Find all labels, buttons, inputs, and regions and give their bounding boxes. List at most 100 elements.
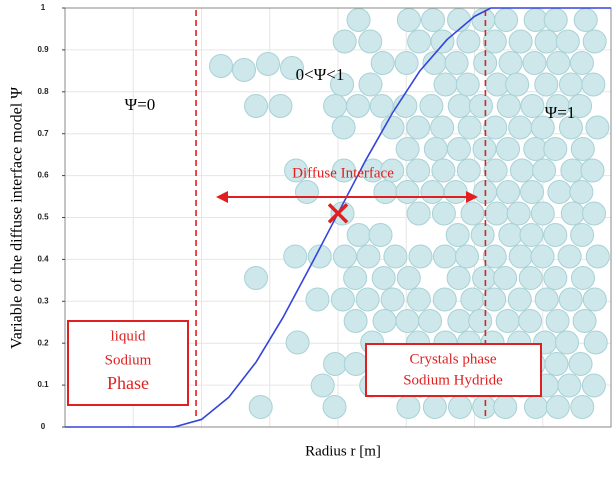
crystal — [496, 94, 521, 118]
crystal — [232, 58, 256, 82]
crystal — [406, 201, 431, 226]
y-tick-label: 0 — [41, 422, 46, 431]
crystal — [508, 244, 533, 269]
crystal — [396, 8, 421, 32]
crystal — [484, 201, 509, 226]
crystal — [482, 244, 507, 269]
crystal — [396, 266, 421, 290]
crystal-box-text: Crystals phase — [409, 351, 496, 367]
crystal — [446, 137, 471, 161]
crystal — [408, 244, 433, 269]
region-label: Ψ=1 — [545, 103, 576, 122]
crystal — [422, 395, 447, 419]
crystal — [395, 180, 420, 204]
crystal — [355, 287, 380, 312]
crystal — [380, 158, 405, 183]
crystal — [330, 201, 355, 226]
marker-stroke — [327, 203, 349, 224]
crystal — [496, 180, 521, 204]
crystal — [432, 287, 457, 312]
y-tick-label: 0.2 — [37, 338, 49, 347]
crystal — [570, 137, 595, 161]
crystal — [420, 180, 445, 204]
crystal — [346, 8, 371, 32]
crystal — [545, 395, 570, 419]
y-tick-label: 0.5 — [37, 213, 49, 222]
crystal — [572, 309, 597, 333]
crystal — [468, 94, 493, 118]
crystal — [582, 29, 607, 54]
crystal — [558, 72, 583, 97]
crystal — [332, 244, 357, 269]
crystal — [496, 137, 521, 161]
crystal — [544, 352, 569, 376]
crystal — [331, 115, 356, 140]
crystal — [555, 29, 580, 54]
crystal — [446, 266, 471, 290]
crystal — [305, 287, 330, 312]
crystal — [343, 309, 368, 333]
crystal — [285, 330, 310, 355]
crystal-box-text: Sodium Hydride — [403, 372, 503, 388]
crystal — [423, 137, 448, 161]
crystal — [430, 29, 455, 54]
crystal — [522, 51, 547, 75]
crystal — [323, 352, 348, 376]
crystal — [460, 201, 485, 226]
crystal — [557, 373, 582, 398]
crystal — [508, 29, 533, 54]
crystal — [443, 180, 468, 204]
crystal — [310, 373, 335, 398]
crystal — [545, 309, 570, 333]
crystal — [568, 352, 593, 376]
crystal — [507, 287, 532, 312]
crystal — [346, 223, 371, 247]
crystal — [534, 287, 559, 312]
crystal — [244, 94, 269, 118]
crystal — [468, 309, 493, 333]
crystal — [369, 94, 394, 118]
crystal — [493, 395, 518, 419]
crystal — [455, 244, 480, 269]
crystal — [394, 51, 419, 75]
crystal — [373, 180, 398, 204]
crystal — [585, 244, 610, 269]
crystal — [547, 180, 572, 204]
crystal — [370, 51, 395, 75]
crystal — [523, 8, 548, 32]
crystal — [244, 266, 269, 290]
crystal — [543, 266, 568, 290]
crystal — [447, 309, 472, 333]
crystal — [581, 72, 606, 97]
crystal — [444, 51, 469, 75]
crystal — [447, 8, 472, 32]
crystal — [322, 395, 347, 419]
crystal — [520, 94, 545, 118]
arrow-head — [216, 191, 228, 203]
crystal — [483, 115, 508, 140]
crystal — [419, 94, 444, 118]
crystal — [460, 287, 485, 312]
crystal — [268, 94, 293, 118]
crystal — [493, 266, 518, 290]
crystal — [430, 115, 455, 140]
crystal — [482, 29, 507, 54]
crystal — [568, 94, 593, 118]
crystal — [508, 115, 533, 140]
crystal — [543, 137, 568, 161]
y-tick-label: 1 — [41, 3, 46, 12]
crystal — [283, 244, 308, 269]
crystal — [555, 330, 580, 355]
crystal — [580, 158, 605, 183]
crystal — [509, 158, 534, 183]
y-tick-label: 0.6 — [37, 171, 49, 180]
crystal — [457, 115, 482, 140]
crystal — [583, 330, 608, 355]
crystal — [560, 158, 585, 183]
crystal — [332, 29, 357, 54]
crystal — [494, 8, 519, 32]
crystal — [406, 158, 431, 183]
crystal — [372, 309, 397, 333]
crystal — [456, 158, 481, 183]
crystal — [323, 94, 348, 118]
